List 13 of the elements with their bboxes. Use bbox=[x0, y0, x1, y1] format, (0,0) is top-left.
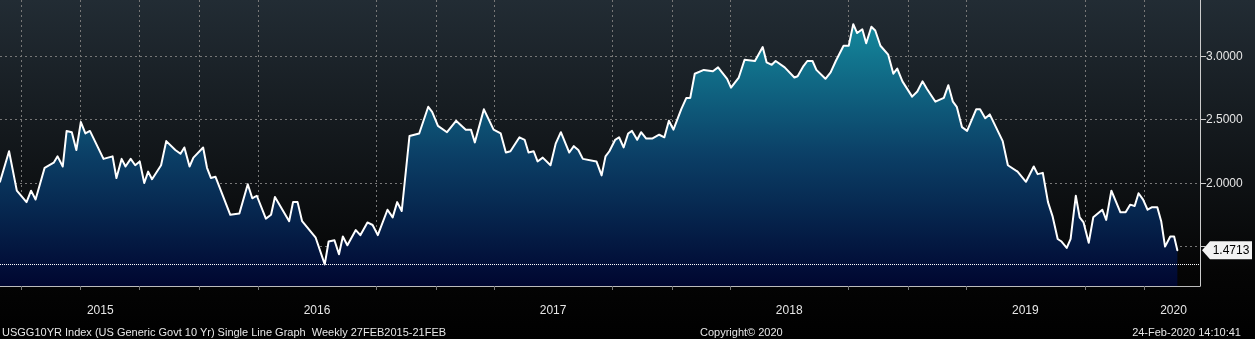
text: USGG10YR Index (US Generic Govt 10 Yr) Single Line Graph Weekly 27FEB2015-21FEB bbox=[2, 325, 447, 338]
x-tick-label: 2017 bbox=[539, 303, 567, 317]
y-tick-label: 2.5000 bbox=[1206, 112, 1244, 127]
text: 24-Feb-2020 14:10:41 bbox=[1132, 325, 1241, 338]
x-tick-label: 2015 bbox=[86, 303, 114, 317]
x-tick-label: 2019 bbox=[1011, 303, 1040, 317]
y-tick-label: 3.0000 bbox=[1206, 48, 1244, 63]
text: Copyright© 2020 bbox=[700, 325, 783, 338]
x-tick-label: 2018 bbox=[775, 303, 803, 317]
x-tick-label: 2020 bbox=[1160, 303, 1188, 317]
y-tick-label: 2.0000 bbox=[1206, 176, 1244, 191]
annotation: 1.4713 bbox=[1212, 243, 1250, 258]
x-tick-label: 2016 bbox=[303, 303, 331, 317]
